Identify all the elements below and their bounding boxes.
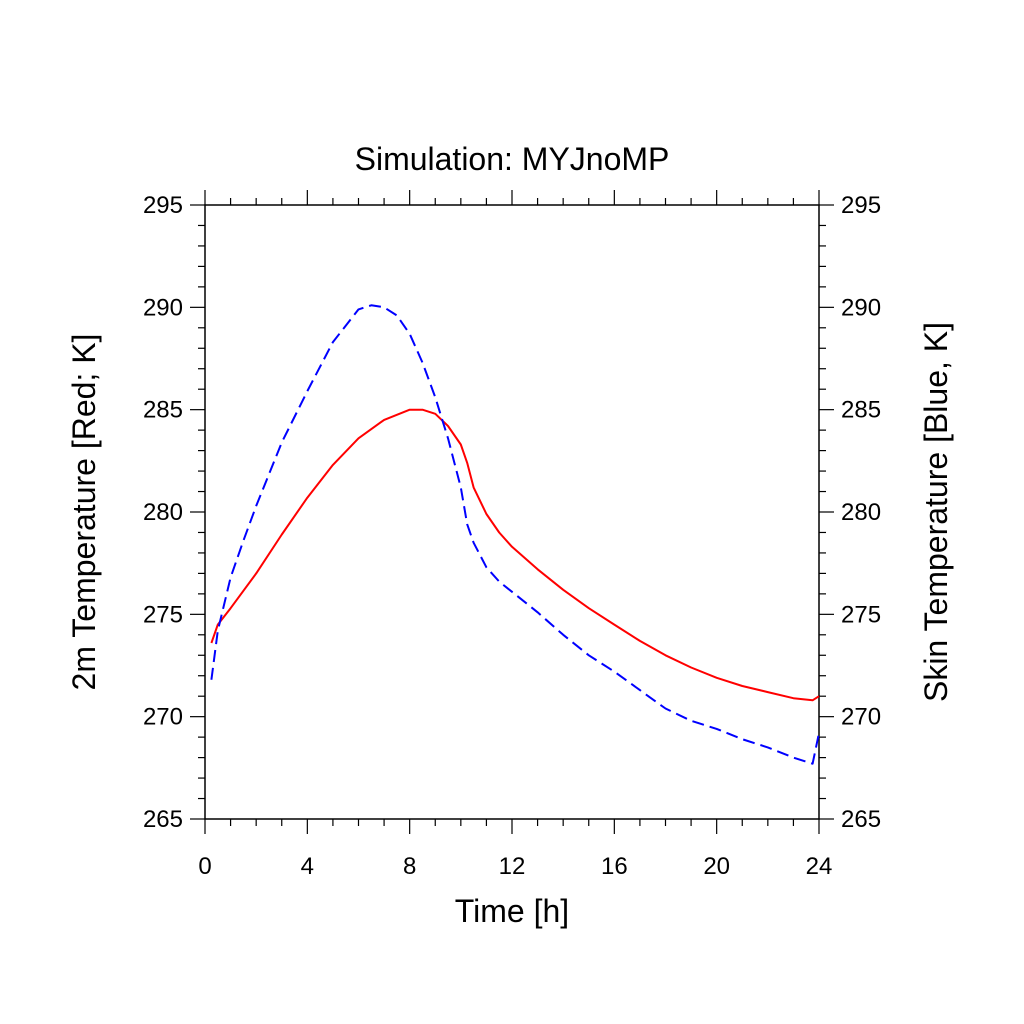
y-tick-label-left: 270: [143, 704, 183, 731]
y-axis-label-right: Skin Temperature [Blue, K]: [918, 322, 954, 702]
x-tick-label: 20: [703, 853, 730, 880]
y-tick-label-right: 265: [841, 806, 881, 833]
series-group: [210, 304, 820, 765]
y-tick-label-left: 280: [143, 499, 183, 526]
axis-tick-labels: 0 4 8 12 16 20 24 265 265 270 270 275 275 280 280 285 28…: [143, 192, 881, 880]
chart-title: Simulation: MYJnoMP: [355, 141, 670, 177]
y-tick-label-right: 270: [841, 704, 881, 731]
skin-temperature-line: [210, 304, 820, 765]
y-tick-label-right: 295: [841, 192, 881, 219]
x-tick-label: 4: [301, 853, 314, 880]
x-tick-label: 12: [499, 853, 526, 880]
y-tick-label-right: 285: [841, 397, 881, 424]
x-axis-label: Time [h]: [455, 893, 569, 929]
y-tick-label-left: 265: [143, 806, 183, 833]
air-temperature-line: [210, 408, 820, 702]
y-tick-label-right: 280: [841, 499, 881, 526]
y-tick-label-right: 290: [841, 294, 881, 321]
y-tick-label-left: 275: [143, 601, 183, 628]
x-tick-label: 0: [198, 853, 211, 880]
y-tick-label-left: 290: [143, 294, 183, 321]
y-axis-label-left: 2m Temperature [Red; K]: [66, 334, 102, 691]
y-tick-label-left: 295: [143, 192, 183, 219]
y-tick-label-right: 275: [841, 601, 881, 628]
axis-ticks: [190, 190, 834, 834]
x-tick-label: 16: [601, 853, 628, 880]
x-tick-label: 8: [403, 853, 416, 880]
y-tick-label-left: 285: [143, 397, 183, 424]
x-tick-label: 24: [806, 853, 833, 880]
